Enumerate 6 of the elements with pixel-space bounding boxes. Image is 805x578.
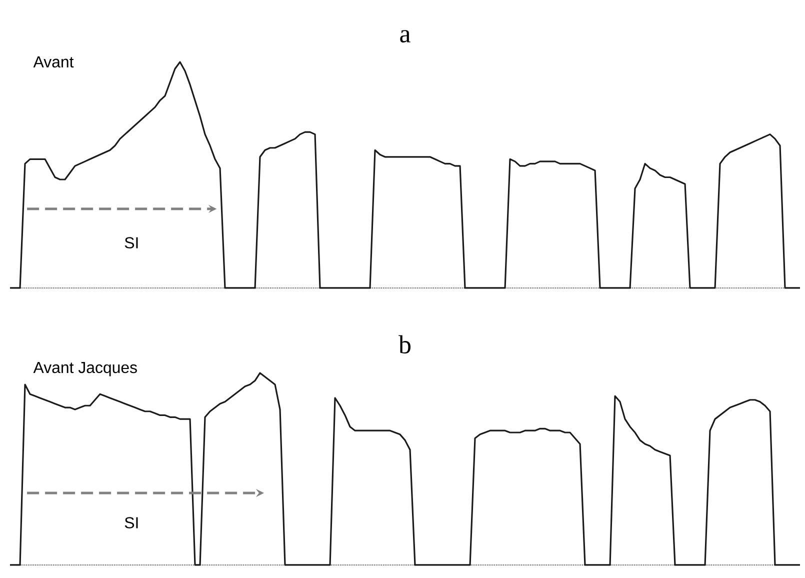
annotation: Avant Jacques: [33, 362, 137, 376]
chart-title: b: [398, 335, 411, 354]
chart-title: a: [400, 30, 410, 42]
annotation: SI: [124, 237, 138, 248]
annotation: Avant: [33, 56, 74, 68]
annotation: SI: [124, 517, 138, 528]
